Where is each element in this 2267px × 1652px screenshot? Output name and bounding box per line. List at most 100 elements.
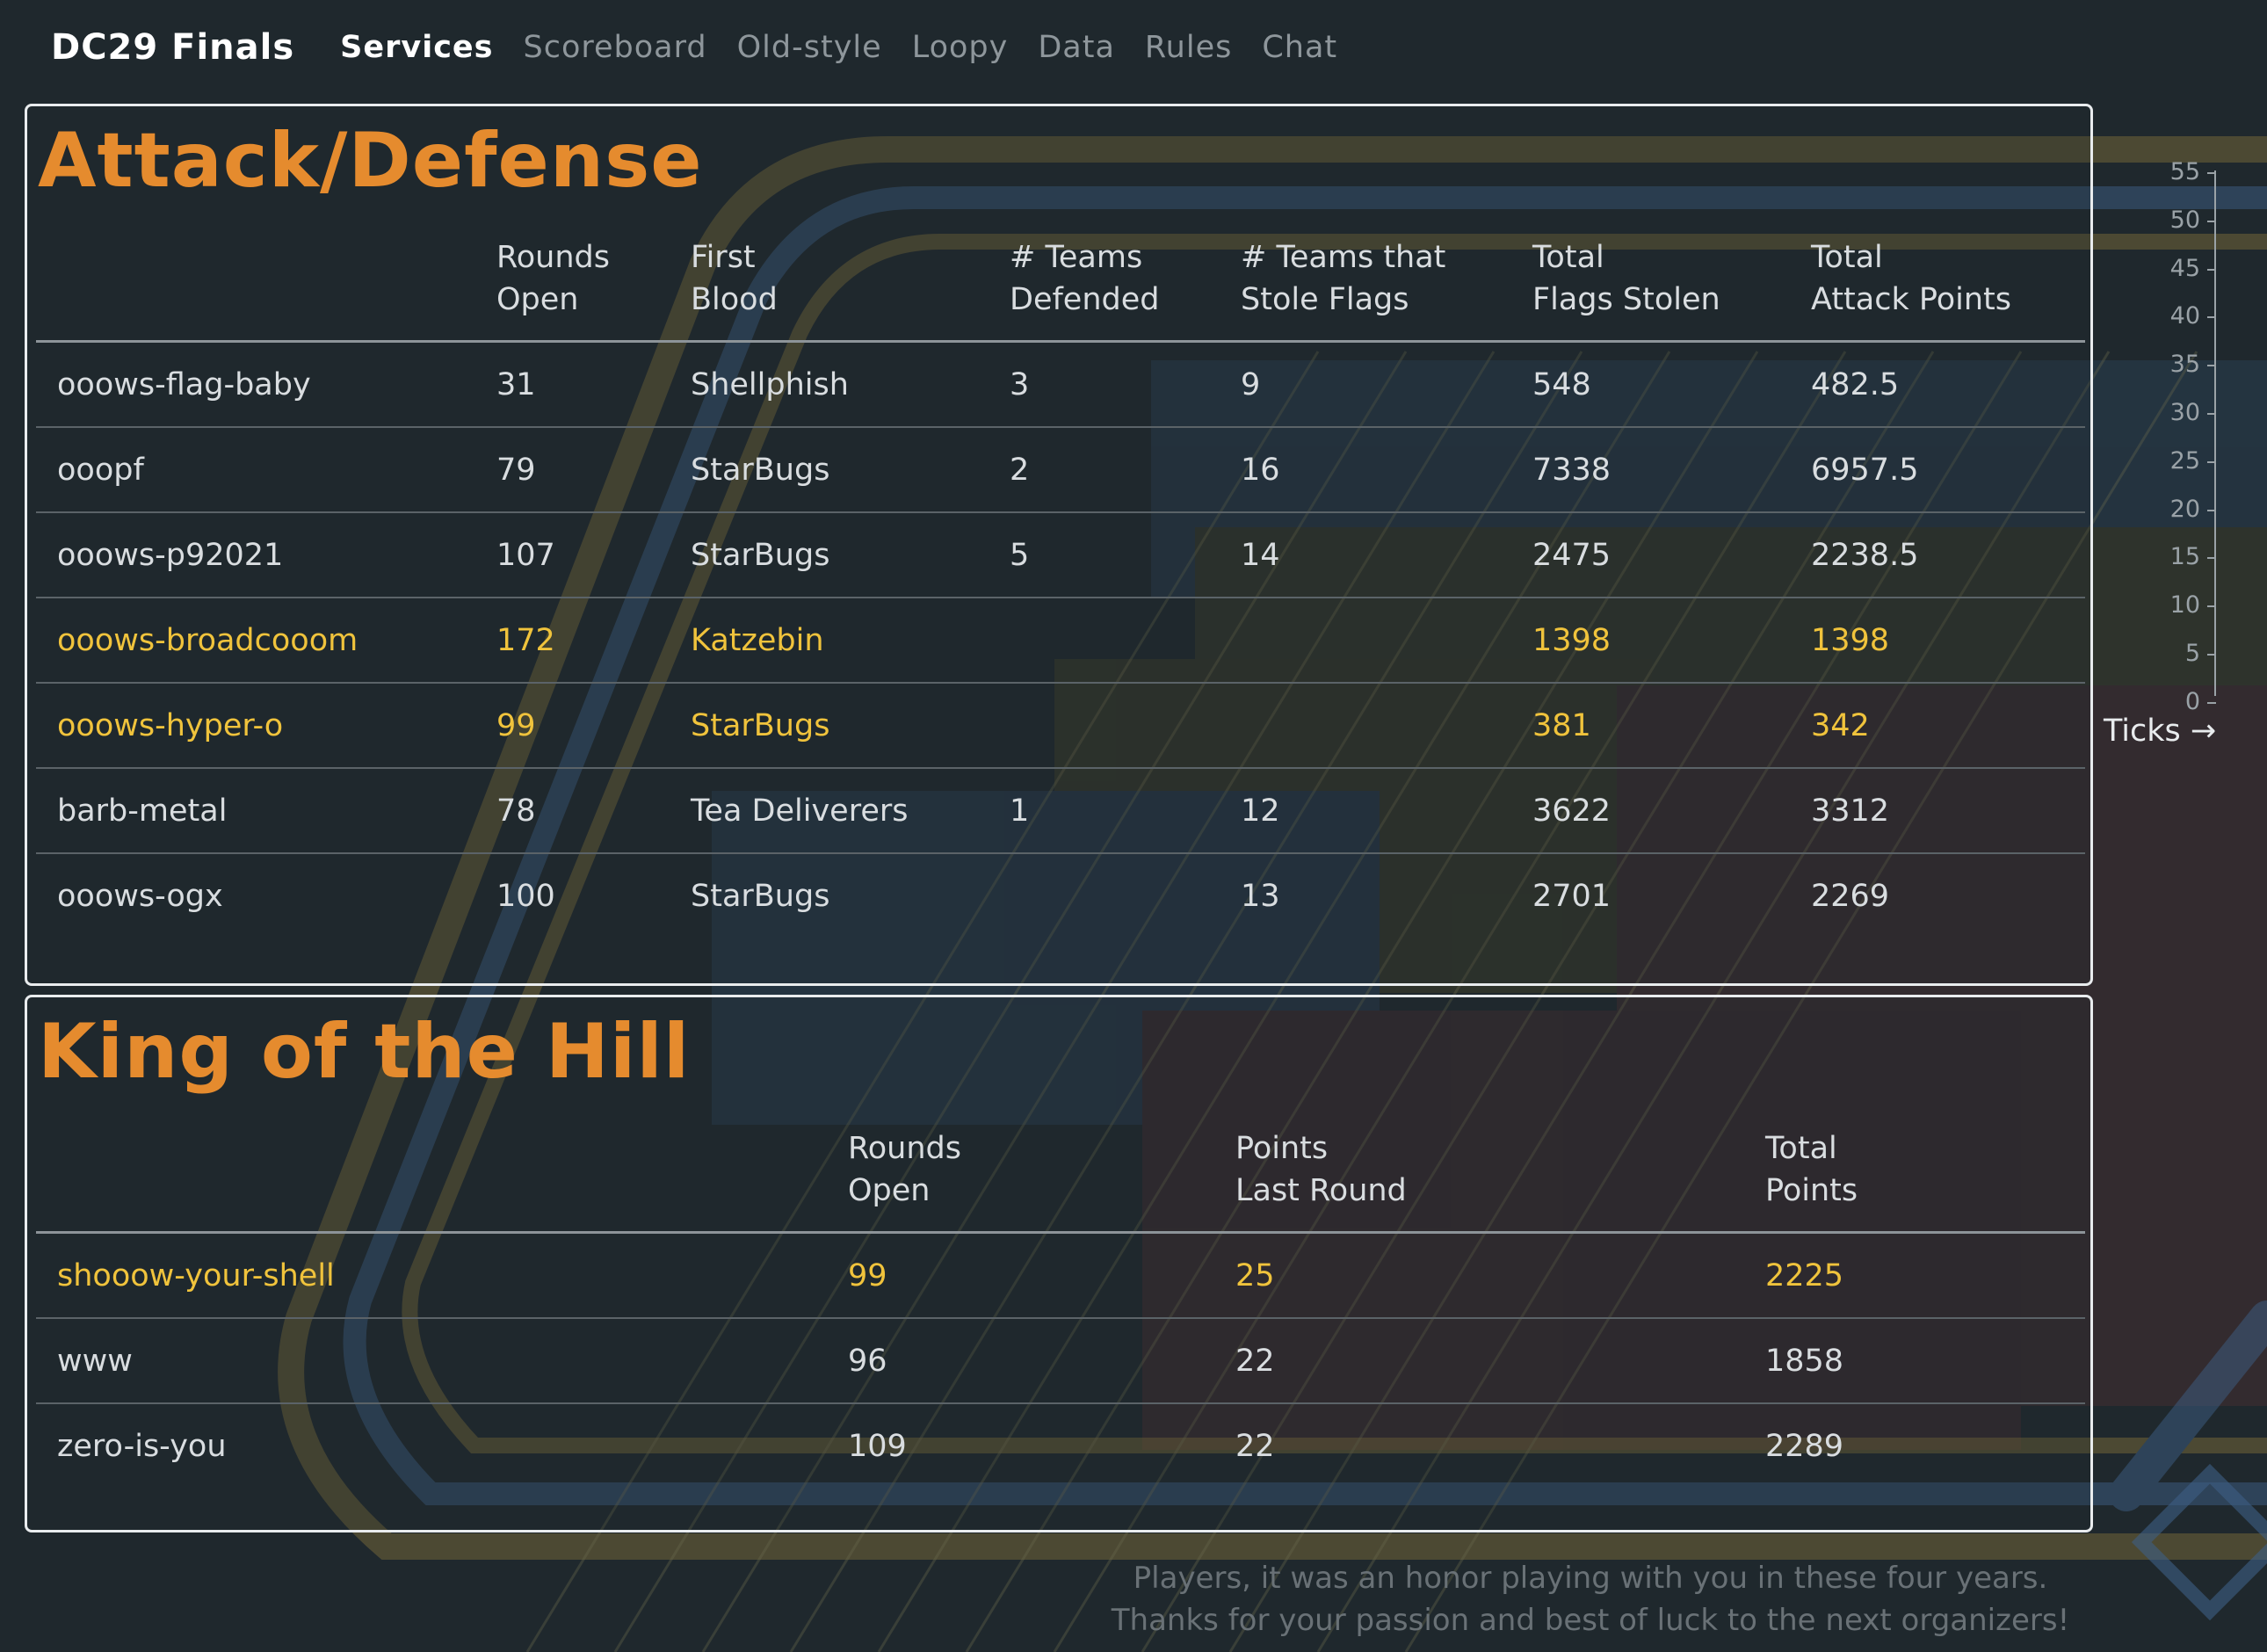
nav-link-old-style[interactable]: Old-style (736, 30, 882, 65)
table-row: shooow-your-shell 99 25 2225 (36, 1232, 2085, 1319)
flags-stolen: 381 (1532, 683, 1811, 769)
nav-link-data[interactable]: Data (1038, 30, 1115, 65)
axis-tick-mark (2207, 268, 2216, 271)
axis-tick-label: 25 (2169, 446, 2200, 475)
service-name[interactable]: ooows-flag-baby (36, 341, 496, 428)
footer-line-2: Thanks for your passion and best of luck… (1111, 1603, 2070, 1638)
attack-points: 6957.5 (1811, 427, 2085, 513)
service-name[interactable]: shooow-your-shell (36, 1232, 848, 1319)
table-row: ooows-p92021 107 StarBugs 5 14 2475 2238… (36, 512, 2085, 598)
axis-tick-label: 50 (2169, 206, 2200, 234)
total-points: 2289 (1765, 1428, 1844, 1464)
service-name[interactable]: ooows-ogx (57, 878, 223, 914)
service-name[interactable]: ooows-p92021 (36, 512, 496, 598)
rounds-open: 79 (496, 427, 691, 513)
teams-defended: 3 (1010, 341, 1241, 428)
axis-tick-mark (2207, 701, 2216, 704)
nav-link-rules[interactable]: Rules (1144, 30, 1233, 65)
service-name[interactable]: zero-is-you (57, 1428, 227, 1464)
first-blood: StarBugs (691, 427, 1010, 513)
axis-tick-mark (2207, 220, 2216, 222)
axis-tick-label: 30 (2169, 399, 2200, 426)
column-header-first-blood: First Blood (691, 236, 1010, 343)
axis-tick-mark (2207, 172, 2216, 174)
rounds-open: 96 (848, 1318, 1235, 1404)
axis-line (2214, 170, 2216, 696)
table-row: ooows-ogx 100 StarBugs 13 2701 2269 (36, 853, 2085, 938)
first-blood: StarBugs (691, 683, 1010, 769)
flags-stolen: 7338 (1532, 427, 1811, 513)
teams-stole (1241, 598, 1532, 684)
rounds-open: 31 (496, 341, 691, 428)
nav-link-loopy[interactable]: Loopy (911, 30, 1009, 65)
service-name[interactable]: ooopf (36, 427, 496, 513)
table-row: ooows-flag-baby 31 Shellphish 3 9 548 48… (36, 341, 2085, 428)
nav-link-services[interactable]: Services (340, 30, 494, 65)
axis-tick-label: 55 (2169, 158, 2200, 185)
service-name[interactable]: www (36, 1318, 848, 1404)
table-row: ooows-broadcooom 172 Katzebin 1398 1398 (36, 598, 2085, 684)
axis-tick-mark (2207, 365, 2216, 367)
top-nav: DC29 Finals Services Scoreboard Old-styl… (51, 21, 1337, 74)
service-name[interactable]: barb-metal (36, 768, 496, 854)
total-points: 1858 (1765, 1318, 2085, 1404)
points-last-round: 22 (1235, 1318, 1765, 1404)
axis-tick-label: 0 (2184, 687, 2200, 715)
column-header-service (36, 236, 496, 343)
attack-points: 2269 (1811, 878, 1890, 914)
rounds-open: 109 (848, 1428, 907, 1464)
attack-defense-panel: Attack/Defense Rounds Open First Blood # T… (25, 104, 2093, 986)
table-row: ooopf 79 StarBugs 2 16 7338 6957.5 (36, 427, 2085, 513)
axis-tick-label: 35 (2169, 351, 2200, 379)
ticks-axis-label: Ticks → (2104, 714, 2217, 749)
ticks-axis: 55 50 45 40 35 30 25 20 15 10 5 0 (2144, 158, 2267, 756)
axis-tick-mark (2207, 509, 2216, 511)
service-name[interactable]: ooows-hyper-o (36, 683, 496, 769)
attack-points: 2238.5 (1811, 512, 2085, 598)
nav-link-chat[interactable]: Chat (1262, 30, 1338, 65)
attack-defense-table: Rounds Open First Blood # Teams Defended # … (36, 236, 2085, 938)
column-header-total-points: Total Points (1765, 1127, 2085, 1234)
teams-stole (1241, 683, 1532, 769)
flags-stolen: 548 (1532, 341, 1811, 428)
service-name[interactable]: ooows-broadcooom (36, 598, 496, 684)
rounds-open: 99 (496, 683, 691, 769)
points-last-round: 22 (1235, 1428, 1275, 1464)
axis-tick-mark (2207, 460, 2216, 463)
column-header-rounds-open: Rounds Open (496, 236, 691, 343)
teams-defended (1010, 598, 1241, 684)
attack-points: 482.5 (1811, 341, 2085, 428)
teams-stole: 14 (1241, 512, 1532, 598)
column-header-attack-points: Total Attack Points (1811, 236, 2085, 343)
rounds-open: 78 (496, 768, 691, 854)
axis-tick-mark (2207, 316, 2216, 319)
teams-defended: 1 (1010, 768, 1241, 854)
attack-points: 1398 (1811, 598, 2085, 684)
attack-points: 342 (1811, 683, 2085, 769)
column-header-flags-stolen: Total Flags Stolen (1532, 236, 1811, 343)
rounds-open: 107 (496, 512, 691, 598)
attack-defense-title: Attack/Defense (38, 117, 703, 205)
footer-message: Players, it was an honor playing with yo… (931, 1557, 2249, 1641)
axis-tick-mark (2207, 557, 2216, 560)
axis-tick-mark (2207, 413, 2216, 415)
flags-stolen: 1398 (1532, 598, 1811, 684)
nav-link-scoreboard[interactable]: Scoreboard (523, 30, 707, 65)
axis-tick-label: 15 (2169, 543, 2200, 571)
flags-stolen: 2475 (1532, 512, 1811, 598)
rounds-open: 172 (496, 598, 691, 684)
table-row: zero-is-you 109 22 2289 (36, 1403, 2085, 1488)
first-blood: StarBugs (691, 878, 830, 914)
axis-tick-mark (2207, 605, 2216, 608)
teams-stole: 13 (1241, 878, 1280, 914)
first-blood: Katzebin (691, 598, 1010, 684)
brand-title[interactable]: DC29 Finals (51, 27, 295, 68)
footer-line-1: Players, it was an honor playing with yo… (1133, 1561, 2048, 1596)
column-header-rounds-open: Rounds Open (848, 1127, 1235, 1234)
axis-tick-label: 10 (2169, 591, 2200, 620)
teams-defended: 2 (1010, 427, 1241, 513)
teams-defended (1010, 683, 1241, 769)
rounds-open: 100 (496, 878, 555, 914)
teams-stole: 16 (1241, 427, 1532, 513)
points-last-round: 25 (1235, 1232, 1765, 1319)
